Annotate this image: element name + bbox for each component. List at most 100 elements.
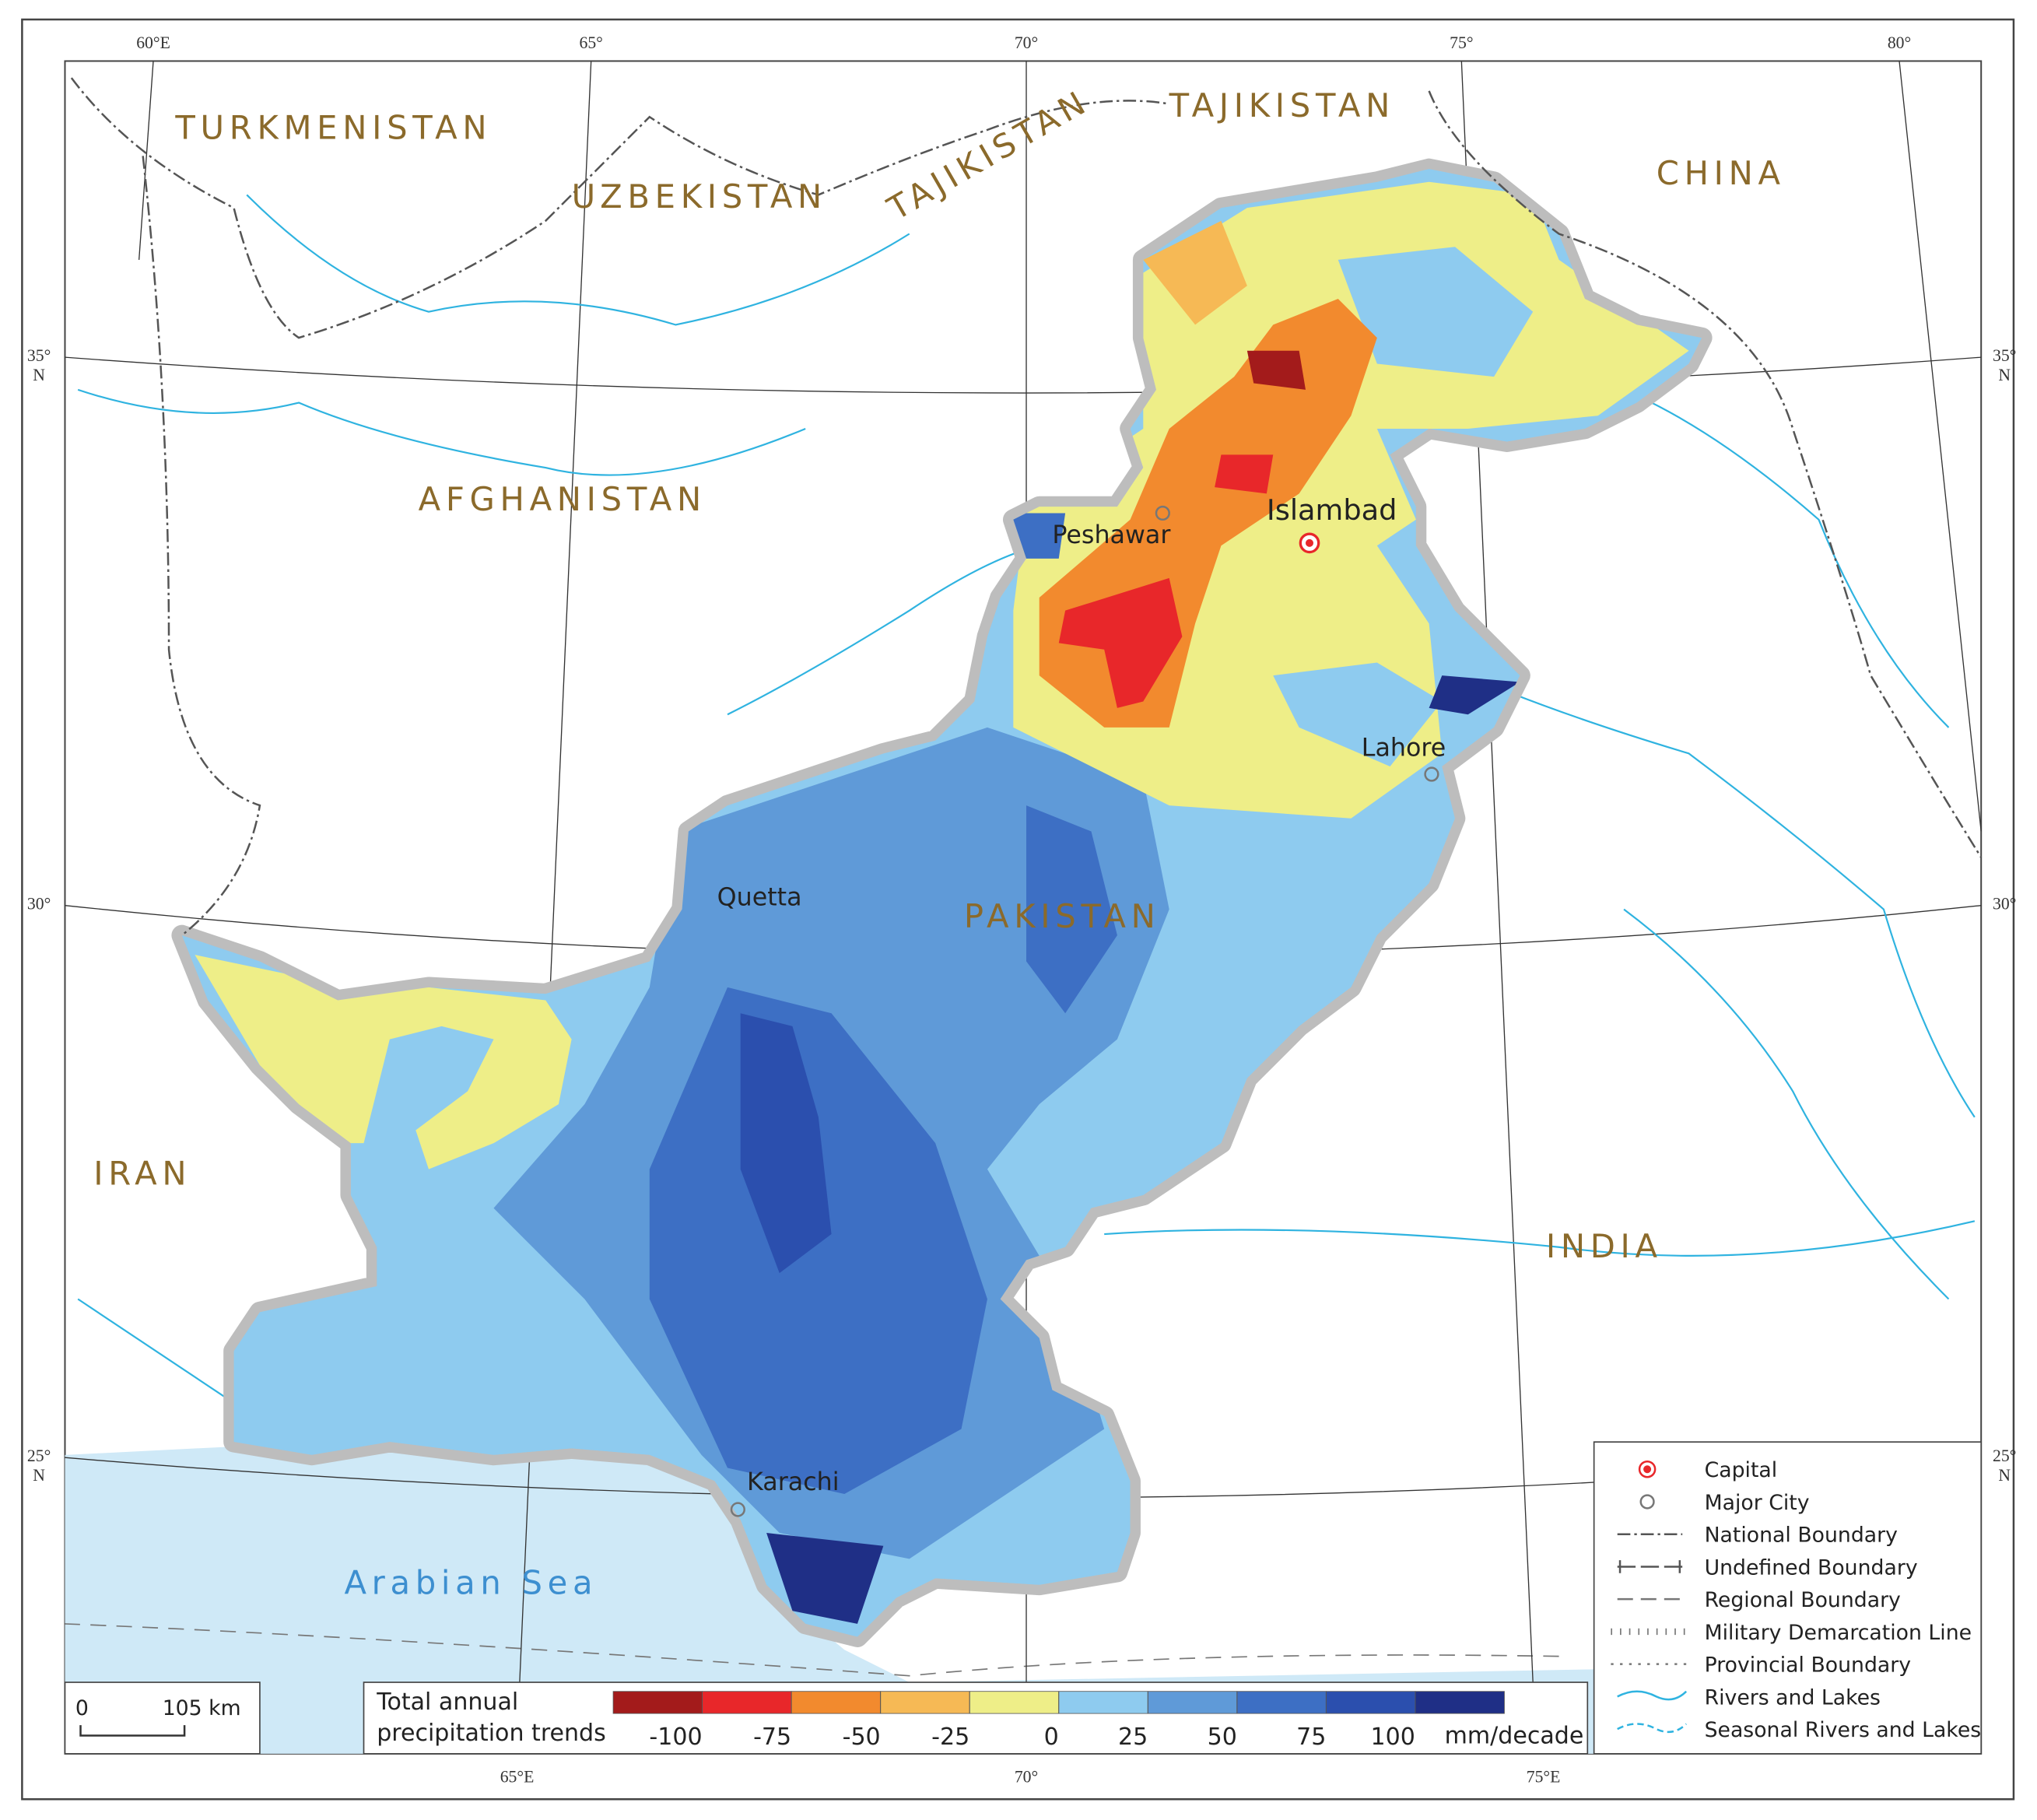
colorbar-swatch — [1236, 1691, 1327, 1714]
legend-label: Military Demarcation Line — [1705, 1621, 1972, 1645]
country-label: CHINA — [1657, 154, 1786, 192]
graticule-label: 70° — [1015, 1768, 1038, 1787]
colorbar-swatch — [1058, 1691, 1148, 1714]
graticule-label: N — [33, 1466, 45, 1485]
city-marker — [730, 1502, 745, 1517]
country-label: IRAN — [93, 1155, 191, 1193]
river — [246, 194, 910, 326]
colorbar-tick-label: -100 — [649, 1724, 702, 1751]
legend-label: National Boundary — [1705, 1524, 1898, 1548]
graticule-labels: 60°E 65° 70° 75° 80°65°E 70° 75°E35°N30°25°N35… — [27, 33, 2017, 1787]
region — [1026, 805, 1117, 1014]
colorbar-swatch — [969, 1691, 1060, 1714]
legend-box — [1593, 1441, 1983, 1755]
graticule-label: 80° — [1888, 33, 1911, 52]
graticule-label: N — [33, 366, 45, 384]
country-label: INDIA — [1546, 1227, 1663, 1265]
graticule-label: 65°E — [500, 1768, 535, 1787]
colorbar-swatch — [880, 1691, 970, 1714]
region — [766, 1533, 884, 1624]
region — [1273, 662, 1443, 767]
region — [740, 1013, 832, 1274]
capital-label: Islambad — [1267, 493, 1397, 527]
legend-symbol — [1643, 1465, 1652, 1474]
legend-symbol — [1617, 1560, 1683, 1573]
river — [77, 388, 806, 476]
city-marker — [1424, 766, 1439, 782]
graticule-label: 35° — [1993, 346, 2016, 365]
colorbar-title: precipitation trends — [377, 1720, 606, 1747]
colorbar-title: Total annual — [376, 1688, 518, 1716]
sea — [65, 1442, 1594, 1754]
graticule-label: 65° — [579, 33, 602, 52]
colorbar-swatch — [1147, 1691, 1238, 1714]
river — [1104, 1220, 1976, 1257]
river — [1623, 908, 1950, 1300]
colorbar-tick-label: 50 — [1208, 1724, 1237, 1751]
colorbar-tick-label: 75 — [1296, 1724, 1326, 1751]
scale-box — [64, 1681, 261, 1755]
river — [77, 1298, 235, 1404]
regional-boundary — [65, 1623, 1559, 1677]
colorbar-tick-label: 100 — [1371, 1724, 1415, 1751]
city-marker — [1155, 505, 1170, 521]
scale-label: 0 — [75, 1696, 89, 1720]
graticule-label: 70° — [1015, 33, 1038, 52]
colorbar-swatch — [702, 1691, 792, 1714]
city-label: Karachi — [747, 1468, 840, 1496]
outer-frame — [21, 18, 2015, 1801]
graticule-label: 75° — [1450, 33, 1473, 52]
country-label: AFGHANISTAN — [419, 480, 706, 518]
country-label: PAKISTAN — [964, 897, 1161, 935]
graticule-label: 30° — [27, 895, 51, 914]
national-boundary — [70, 77, 1169, 339]
legend-symbol — [1638, 1460, 1657, 1478]
colorbar-tick-label: 0 — [1044, 1724, 1059, 1751]
city-label: Lahore — [1362, 735, 1446, 763]
national-boundary — [1428, 90, 1983, 858]
graticule-label: 25° — [1993, 1447, 2016, 1465]
graticule-label: 60°E — [136, 33, 170, 52]
colorbar-tick-label: 25 — [1118, 1724, 1148, 1751]
region — [1013, 513, 1066, 559]
precip-raster — [181, 169, 1702, 1637]
colorbar-tick-label: -75 — [753, 1724, 791, 1751]
region — [1143, 220, 1247, 325]
colorbar-tick-label: -50 — [843, 1724, 881, 1751]
legend-label: Provincial Boundary — [1705, 1653, 1911, 1678]
scale-label: 105 km — [163, 1696, 241, 1720]
legend-label: Regional Boundary — [1705, 1588, 1901, 1612]
country-label: UZBEKISTAN — [572, 177, 827, 216]
country-label: TAJIKISTAN — [1169, 86, 1395, 124]
legend-symbols — [1611, 1460, 1688, 1734]
meridian — [1899, 61, 1982, 832]
colorbar-unit: mm/decade — [1445, 1722, 1584, 1749]
scale-bar — [79, 1725, 186, 1737]
legend-label: Capital — [1705, 1458, 1778, 1482]
legend-symbol — [1617, 1690, 1688, 1701]
colorbar-swatch — [1415, 1691, 1505, 1714]
colorbar-swatch — [612, 1691, 703, 1714]
colorbar-swatch — [1325, 1691, 1416, 1714]
colorbar: -100 -75 -50 -25 0 25 50 75 100 — [612, 1691, 1505, 1751]
country-label: TURKMENISTAN — [174, 109, 492, 147]
legend-label: Undefined Boundary — [1705, 1555, 1918, 1580]
region — [1338, 247, 1534, 377]
legend-label: Major City — [1705, 1491, 1810, 1515]
graticule-label: 75°E — [1527, 1768, 1561, 1787]
graticule-label: 30° — [1993, 895, 2016, 914]
graticule-label: N — [1998, 1466, 2011, 1485]
river — [1467, 675, 1976, 1118]
graticule-label: N — [1998, 366, 2011, 384]
meridian — [138, 61, 154, 260]
graticule-label: 35° — [27, 346, 51, 365]
legend-label: Rivers and Lakes — [1705, 1685, 1881, 1710]
graticule-label: 25° — [27, 1447, 51, 1465]
legend-symbol — [1617, 1723, 1688, 1734]
city-label: Quetta — [717, 884, 802, 912]
region — [1429, 675, 1520, 715]
legend-symbol — [1639, 1494, 1655, 1510]
region — [195, 955, 572, 1169]
colorbar-tick-label: -25 — [931, 1724, 969, 1751]
